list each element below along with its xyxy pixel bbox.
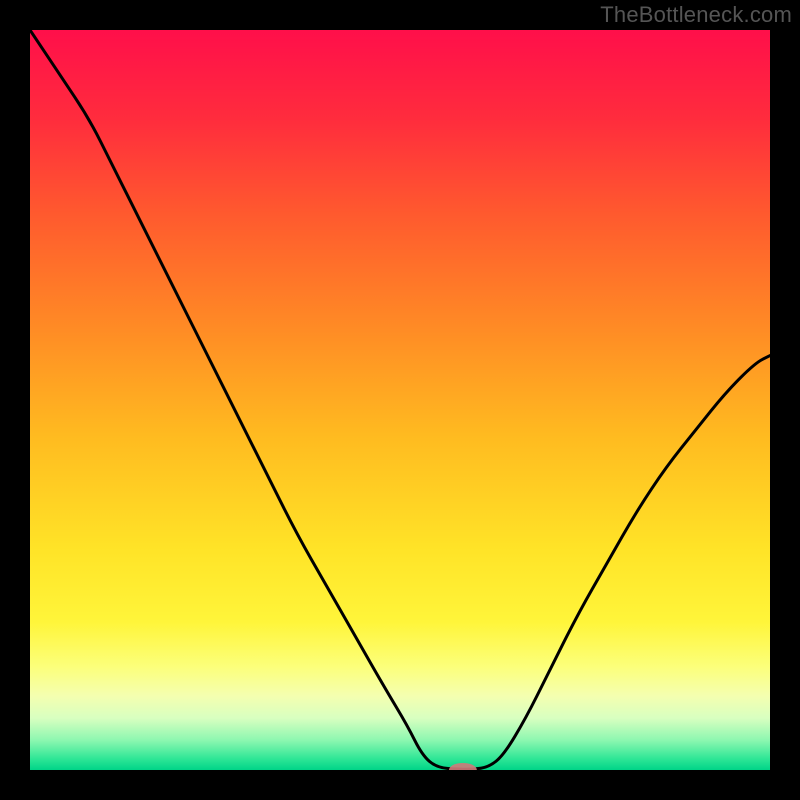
bottleneck-chart [0,0,800,800]
gradient-background [30,30,770,770]
chart-container: TheBottleneck.com [0,0,800,800]
watermark-text: TheBottleneck.com [600,2,792,28]
optimal-marker [449,763,477,777]
